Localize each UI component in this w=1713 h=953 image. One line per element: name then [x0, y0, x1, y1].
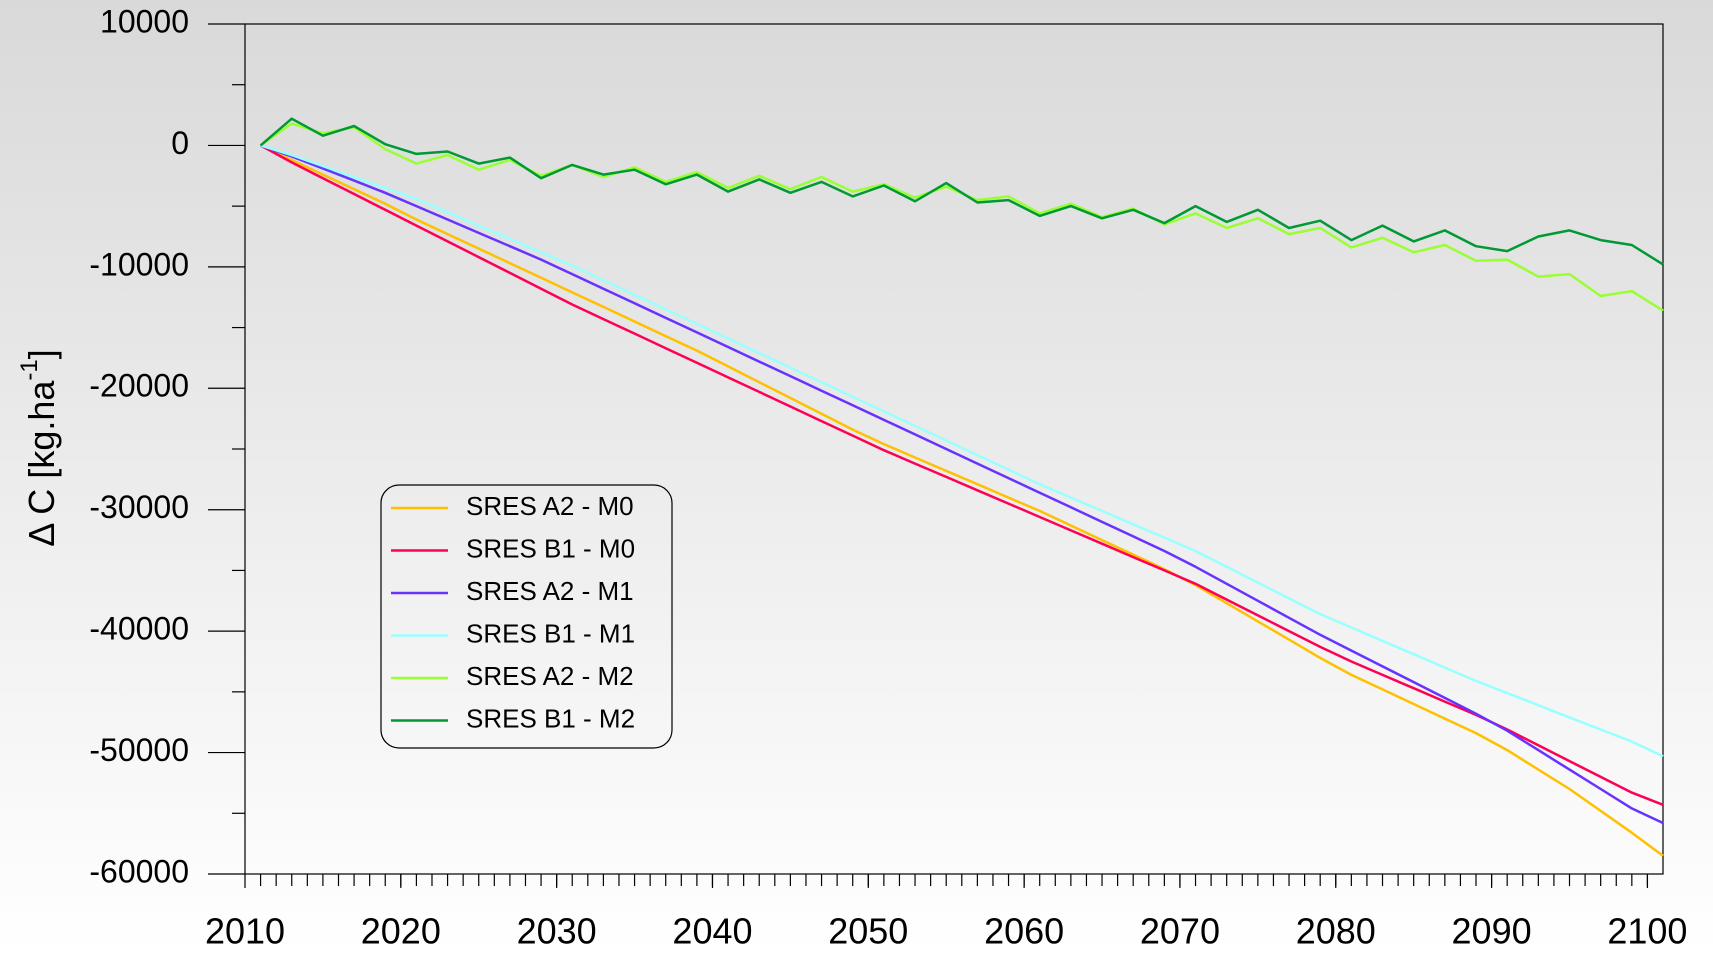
y-tick-label: -10000: [89, 246, 189, 282]
x-tick-label: 2090: [1452, 911, 1532, 952]
x-tick-label: 2100: [1607, 911, 1687, 952]
y-label-end: ]: [21, 349, 62, 359]
x-tick-label: 2010: [205, 911, 285, 952]
legend: SRES A2 - M0 SRES B1 - M0 SRES A2 - M1 SRES…: [380, 484, 673, 749]
y-label-main: Δ C [kg.ha: [21, 380, 62, 547]
x-tick-label: 2080: [1296, 911, 1376, 952]
x-tick-label: 2020: [361, 911, 441, 952]
y-tick-label: -20000: [89, 368, 189, 404]
legend-label: SRES A2 - M0: [466, 491, 634, 521]
x-tick-label: 2040: [672, 911, 752, 952]
x-tick-label: 2050: [828, 911, 908, 952]
series-line: [260, 144, 1664, 806]
y-tick-label: -60000: [89, 853, 189, 889]
x-tick-label: 2060: [984, 911, 1064, 952]
y-label-sup: -1: [16, 359, 43, 380]
series-line: [259, 122, 1664, 312]
y-tick-label: -50000: [89, 732, 189, 768]
y-tick-label: -30000: [89, 489, 189, 525]
series-line: [260, 144, 1664, 758]
legend-label: SRES B1 - M0: [466, 533, 635, 563]
series-line: [260, 144, 1664, 857]
legend-box: [380, 484, 673, 749]
series-line: [259, 117, 1664, 266]
y-axis-label: Δ C [kg.ha-1]: [16, 349, 62, 547]
legend-label: SRES A2 - M1: [466, 576, 634, 606]
y-tick-label: -40000: [89, 611, 189, 647]
legend-label: SRES A2 - M2: [466, 661, 634, 691]
legend-label: SRES B1 - M1: [466, 618, 635, 648]
legend-label: SRES B1 - M2: [466, 703, 635, 733]
y-tick-label: 10000: [100, 3, 189, 39]
plot-frame: [244, 23, 1664, 875]
series-line: [260, 144, 1664, 825]
x-tick-label: 2070: [1140, 911, 1220, 952]
y-tick-label: 0: [171, 125, 189, 161]
x-tick-label: 2030: [517, 911, 597, 952]
